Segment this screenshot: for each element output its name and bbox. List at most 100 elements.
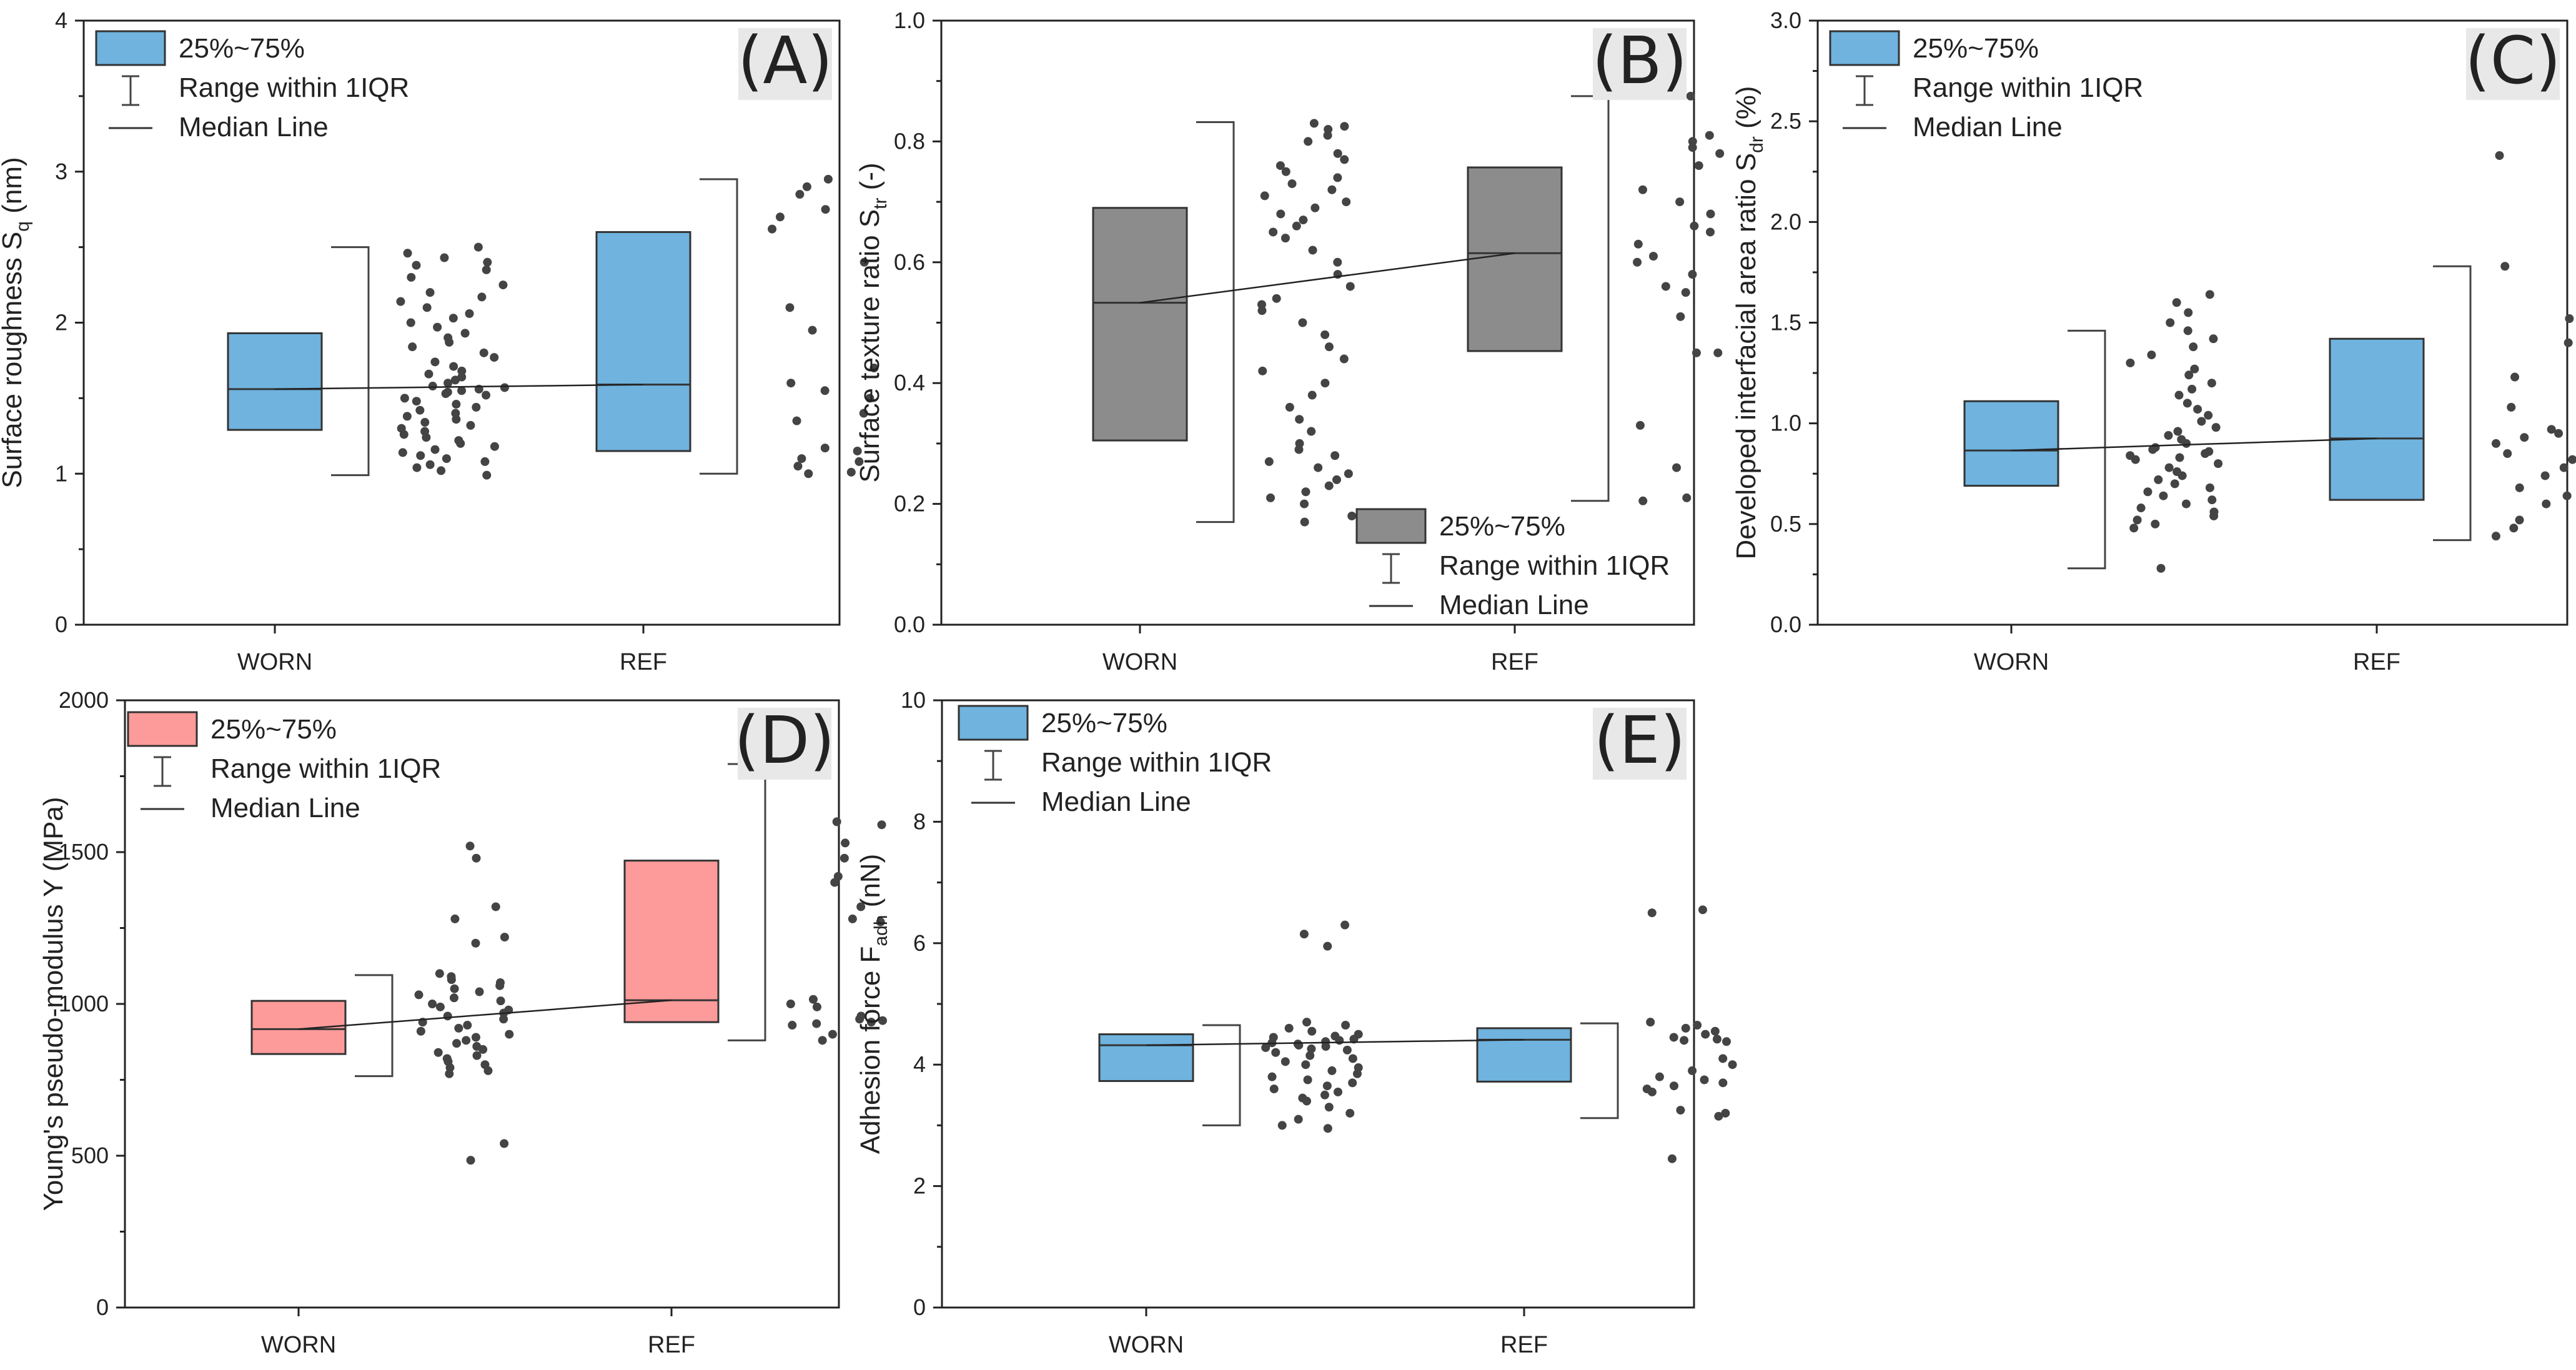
data-point — [768, 224, 777, 234]
x-tick-label-ref: REF — [2353, 649, 2400, 675]
x-tick-label-worn: WORN — [237, 649, 312, 675]
box-worn — [1963, 400, 2059, 487]
data-point — [1284, 1023, 1294, 1033]
x-tick-label-ref: REF — [1491, 649, 1538, 675]
data-point — [496, 996, 505, 1006]
data-point — [2205, 483, 2214, 492]
legend: 25%~75% Range within 1IQR Median Line — [127, 711, 441, 823]
data-point — [2184, 308, 2193, 317]
panel-label-bg — [1593, 708, 1687, 780]
data-point — [1676, 312, 1685, 321]
data-point — [828, 1030, 837, 1039]
data-point — [1698, 905, 1707, 915]
data-point — [2554, 429, 2564, 438]
data-point — [1638, 185, 1647, 194]
data-point — [795, 190, 805, 199]
data-point — [1322, 1081, 1332, 1091]
data-point — [1661, 282, 1670, 291]
data-point — [415, 405, 425, 415]
data-point — [848, 914, 857, 923]
data-point — [840, 853, 849, 863]
data-point — [1314, 463, 1323, 472]
data-point — [1324, 342, 1334, 352]
data-point — [2172, 298, 2181, 307]
box-ref — [595, 231, 691, 452]
data-point — [1330, 451, 1340, 460]
legend-label-whisker: Range within 1IQR — [1041, 747, 1272, 778]
data-point — [804, 469, 813, 479]
panel-label: (D) — [734, 702, 835, 778]
data-point — [452, 415, 461, 424]
data-point — [1308, 246, 1317, 255]
data-point — [855, 457, 864, 466]
data-point — [1694, 161, 1703, 171]
data-point — [1269, 227, 1278, 237]
legend-label-median: Median Line — [1913, 112, 2063, 142]
data-point — [445, 337, 454, 347]
data-point — [449, 362, 458, 371]
box-worn — [1092, 207, 1188, 442]
data-point — [786, 1000, 795, 1008]
data-point — [2515, 483, 2524, 492]
data-point — [1281, 167, 1290, 176]
data-point — [1300, 517, 1309, 527]
chart-panel-5: 0 2 4 6 8 10 WORN REF Adhesion force Fadh (nN) (E… — [855, 687, 1737, 1358]
data-point — [2500, 262, 2510, 271]
data-point — [2159, 491, 2168, 500]
data-point — [408, 342, 417, 352]
data-point — [1257, 306, 1267, 315]
data-point — [2207, 379, 2216, 388]
data-point — [1352, 1069, 1362, 1078]
whisker-worn — [331, 246, 370, 477]
data-point — [1342, 1045, 1352, 1055]
data-point — [396, 297, 405, 306]
data-point — [2205, 290, 2214, 299]
legend-box-swatch — [95, 30, 166, 66]
data-point — [2129, 524, 2139, 533]
legend-whisker-symbol — [122, 75, 139, 106]
data-point — [2204, 410, 2213, 420]
data-point — [1345, 1108, 1355, 1118]
data-point — [1261, 1043, 1271, 1052]
legend-label-median: Median Line — [179, 112, 329, 142]
data-point — [428, 1000, 437, 1008]
data-point — [1693, 1021, 1702, 1030]
median-connector-line — [1146, 1039, 1525, 1046]
data-point — [2136, 504, 2146, 513]
data-point — [878, 1016, 888, 1025]
x-tick-label-ref: REF — [620, 649, 667, 675]
box-worn — [227, 332, 323, 431]
data-point — [505, 1030, 514, 1039]
y-tick-label: 2 — [913, 1173, 926, 1199]
data-point — [482, 390, 491, 400]
data-point — [1294, 1041, 1304, 1050]
data-point — [2148, 445, 2157, 454]
panel-label: (A) — [738, 22, 833, 99]
legend-whisker-symbol — [984, 750, 1002, 781]
data-point — [1271, 1048, 1281, 1057]
legend-label-box: 25%~75% — [1439, 511, 1565, 542]
legend: 25%~75% Range within 1IQR Median Line — [95, 30, 409, 142]
data-point — [2189, 342, 2198, 352]
data-point — [1700, 1075, 1709, 1085]
data-point — [1294, 1114, 1303, 1124]
data-point — [473, 242, 483, 252]
legend-label-whisker: Range within 1IQR — [1439, 550, 1670, 581]
data-point — [1692, 348, 1701, 357]
data-point — [435, 969, 444, 978]
data-point — [1304, 137, 1313, 146]
y-tick-label: 1.0 — [1770, 410, 1801, 436]
data-point — [820, 386, 830, 395]
data-point — [775, 212, 785, 222]
data-point — [2197, 417, 2206, 426]
whisker-ref — [2433, 265, 2472, 542]
data-point — [832, 817, 841, 826]
legend-whisker-symbol — [1856, 75, 1873, 106]
panel-label-bg — [738, 708, 831, 780]
data-point — [1633, 239, 1643, 249]
y-tick-label: 0.4 — [894, 370, 925, 395]
data-point — [448, 314, 458, 323]
y-tick-label: 0.0 — [894, 612, 925, 637]
